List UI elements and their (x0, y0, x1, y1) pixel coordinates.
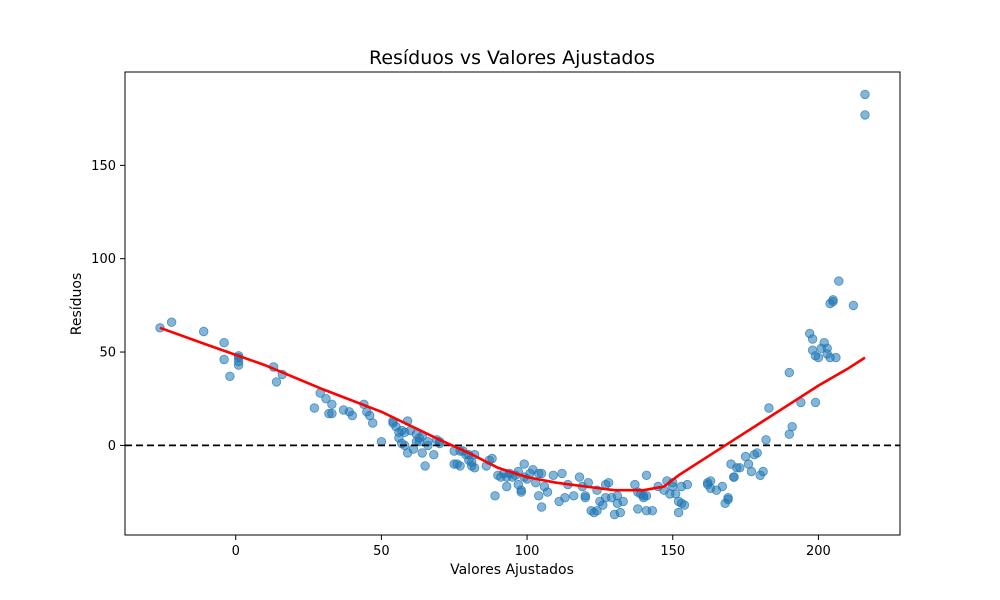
residual-point (225, 371, 235, 382)
residual-point (752, 448, 762, 458)
residual-point (758, 466, 768, 477)
y-tick-label: 50 (99, 346, 116, 361)
residual-point (831, 352, 841, 363)
residual-point (536, 502, 547, 512)
residual-point (828, 295, 838, 305)
residual-point (580, 493, 591, 503)
residual-point (519, 459, 529, 469)
residual-point (761, 435, 771, 445)
x-tick-label: 100 (515, 544, 540, 559)
x-tick-label: 150 (660, 544, 685, 559)
residual-point (560, 493, 570, 503)
residual-point (548, 470, 559, 481)
residual-point (682, 479, 693, 490)
smooth-trend-line (159, 326, 866, 492)
y-tick-label: 0 (108, 439, 116, 454)
residual-point (429, 450, 439, 460)
residual-point (746, 466, 757, 477)
residual-point (641, 491, 652, 501)
x-tick-label: 50 (373, 544, 390, 559)
residual-point (592, 506, 602, 516)
scatter-points (155, 89, 870, 520)
residual-point (469, 463, 480, 473)
residual-point (271, 377, 282, 387)
residual-point (569, 491, 579, 501)
residual-point (813, 352, 824, 363)
residual-point (574, 472, 585, 482)
residual-point (735, 463, 745, 473)
residual-point (198, 326, 209, 337)
residual-point (534, 491, 544, 501)
residual-point (723, 493, 733, 503)
residual-point (834, 276, 844, 286)
y-tick-label: 150 (91, 159, 116, 174)
residual-point (603, 478, 614, 488)
residual-point (618, 496, 628, 507)
residual-point (641, 470, 652, 481)
residual-point (542, 487, 553, 497)
residual-point (557, 468, 567, 479)
chart-title: Resíduos vs Valores Ajustados (369, 47, 655, 69)
x-tick-label: 0 (232, 544, 240, 559)
residual-point (729, 472, 739, 482)
residual-point (490, 491, 500, 501)
residual-point (787, 422, 797, 432)
y-tick-label: 100 (91, 252, 116, 267)
residual-point (673, 507, 684, 518)
residual-point (420, 461, 430, 471)
residual-point (633, 504, 643, 514)
residual-point (166, 317, 177, 327)
residual-point (417, 448, 427, 458)
plot-frame (124, 71, 901, 536)
y-axis-ticks: 0 50 100 150 (91, 159, 125, 454)
residual-point (536, 468, 547, 479)
residual-point (860, 89, 870, 100)
residual-point (860, 110, 870, 120)
residual-point (368, 418, 378, 428)
residual-point (615, 507, 626, 518)
residual-point (647, 506, 658, 516)
residual-point (321, 394, 331, 404)
residual-point (848, 300, 859, 311)
residual-point (679, 500, 690, 510)
residual-point (487, 453, 497, 464)
residual-point (455, 461, 465, 471)
residual-point (502, 481, 512, 492)
residual-point (347, 410, 358, 421)
residual-point (327, 408, 337, 419)
x-axis-label: Valores Ajustados (450, 562, 574, 578)
plot-area (125, 72, 900, 535)
x-axis-ticks: 0 50 100 150 200 (232, 535, 831, 559)
residual-point (807, 334, 818, 344)
x-tick-label: 200 (806, 544, 831, 559)
residual-point (764, 403, 774, 413)
residual-point (784, 367, 795, 378)
residual-point (516, 485, 526, 495)
y-axis-label: Resíduos (69, 273, 85, 336)
residual-point (219, 354, 229, 365)
residual-point (327, 399, 337, 410)
residual-point (810, 397, 821, 408)
residual-point (219, 338, 229, 348)
residual-point (309, 403, 320, 413)
residual-point (717, 481, 728, 492)
